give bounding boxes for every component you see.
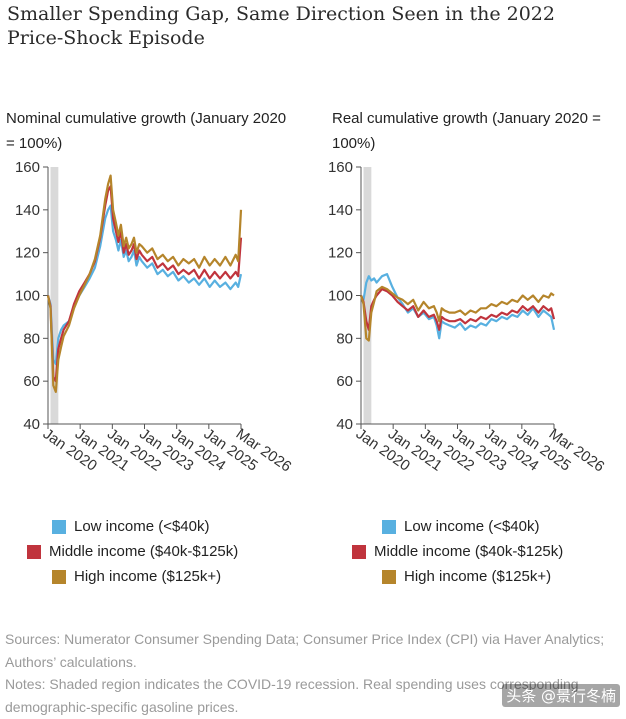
legend-swatch-high [382, 570, 396, 584]
y-tick-label: 120 [328, 245, 353, 262]
y-tick-label: 40 [336, 416, 353, 433]
sources-notes: Sources: Numerator Consumer Spending Dat… [5, 628, 620, 718]
legend-label-high: High income ($125k+) [74, 568, 222, 585]
y-tick-label: 100 [328, 288, 353, 305]
real-panel-title: Real cumulative growth (January 2020 = 1… [332, 110, 601, 152]
y-tick-label: 160 [15, 159, 40, 176]
legend-label-low: Low income (<$40k) [404, 518, 540, 535]
series-line-low [46, 204, 243, 366]
legend-swatch-middle [27, 545, 41, 559]
legend-swatch-low [52, 520, 66, 534]
y-tick-label: 80 [23, 330, 40, 347]
y-tick-label: 100 [15, 288, 40, 305]
y-tick-label: 160 [328, 159, 353, 176]
series-line-middle [359, 288, 556, 331]
y-tick-label: 60 [336, 373, 353, 390]
legend-swatch-low [382, 520, 396, 534]
series-line-middle [46, 185, 243, 383]
y-tick-label: 40 [23, 416, 40, 433]
y-tick-label: 140 [15, 202, 40, 219]
legend-label-middle: Middle income ($40k-$125k) [374, 543, 564, 560]
y-tick-label: 80 [336, 330, 353, 347]
sources-text: Sources: Numerator Consumer Spending Dat… [5, 631, 605, 670]
figure-title: Smaller Spending Gap, Same Direction See… [7, 3, 555, 49]
legend-swatch-middle [352, 545, 366, 559]
series-line-high [46, 174, 243, 393]
watermark: 头条 @景行冬楠 [502, 684, 620, 707]
series-line-low [360, 272, 556, 340]
legend-label-high: High income ($125k+) [404, 568, 552, 585]
y-tick-label: 140 [328, 202, 353, 219]
nominal-panel-title: Nominal cumulative growth (January 2020 … [6, 110, 287, 152]
recession-shading [50, 167, 59, 424]
recession-shading [363, 167, 372, 424]
legend-label-middle: Middle income ($40k-$125k) [49, 543, 239, 560]
legend-swatch-high [52, 570, 66, 584]
y-tick-label: 60 [23, 373, 40, 390]
series-line-high [359, 285, 555, 342]
y-tick-label: 120 [15, 245, 40, 262]
notes-text: Notes: Shaded region indicates the COVID… [5, 676, 579, 715]
legend-label-low: Low income (<$40k) [74, 518, 210, 535]
